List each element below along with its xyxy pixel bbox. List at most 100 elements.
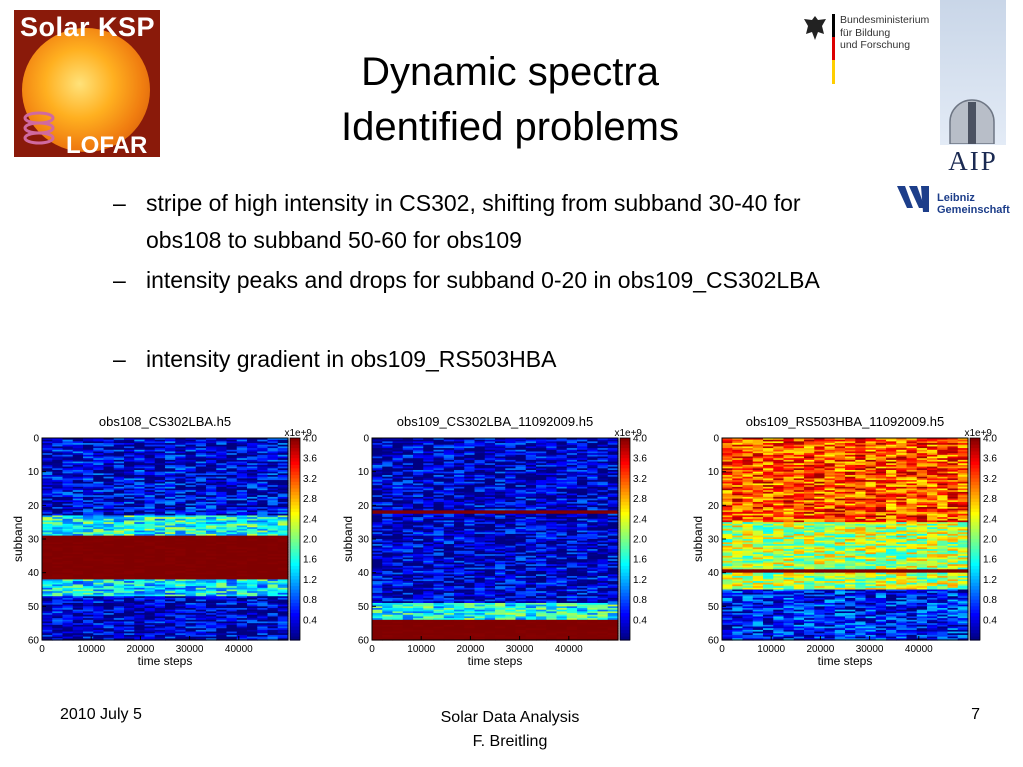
heatmap-cell <box>185 584 197 587</box>
heatmap-cell <box>607 438 619 441</box>
heatmap-cell <box>134 576 146 579</box>
heatmap-cell <box>195 483 207 486</box>
heatmap-cell <box>175 446 187 449</box>
heatmap-cell <box>103 493 115 496</box>
heatmap-cell <box>42 633 53 636</box>
heatmap-cell <box>134 523 146 527</box>
heatmap-cell <box>474 544 486 547</box>
heatmap-cell <box>144 604 156 607</box>
heatmap-cell <box>257 576 269 579</box>
heatmap-cell <box>443 554 455 557</box>
heatmap-cell <box>546 491 558 495</box>
heatmap-cell <box>93 451 105 454</box>
heatmap-cell <box>515 545 527 549</box>
heatmap-cell <box>257 496 269 500</box>
heatmap-cell <box>72 550 84 554</box>
heatmap-cell <box>62 510 74 513</box>
heatmap-cell <box>165 503 176 506</box>
heatmap-cell <box>72 549 84 552</box>
heatmap-cell <box>577 564 588 567</box>
heatmap-cell <box>113 592 125 596</box>
heatmap-cell <box>464 443 476 446</box>
heatmap-cell <box>236 599 248 602</box>
heatmap-cell <box>195 449 207 453</box>
heatmap-cell <box>185 456 197 459</box>
heatmap-cell <box>607 515 619 518</box>
colorbar-segment <box>290 613 300 618</box>
heatmap-cell <box>165 493 176 496</box>
heatmap-cell <box>154 597 166 601</box>
heatmap-cell <box>216 448 228 451</box>
heatmap-cell <box>165 471 176 474</box>
heatmap-cell <box>495 535 506 538</box>
heatmap-cell <box>206 522 217 525</box>
heatmap-cell <box>195 520 207 523</box>
heatmap-cell <box>577 466 588 469</box>
heatmap-cell <box>134 439 146 442</box>
heatmap-cell <box>566 459 578 463</box>
heatmap-cell <box>93 550 105 554</box>
heatmap-cell <box>587 505 599 508</box>
heatmap-cell <box>277 505 289 508</box>
heatmap-cell <box>113 530 125 533</box>
solar-ksp-logo-text: Solar KSP <box>20 12 156 42</box>
heatmap-cell <box>607 572 619 575</box>
heatmap-cell <box>525 539 537 542</box>
heatmap-cell <box>277 533 289 537</box>
heatmap-cell <box>566 461 578 464</box>
heatmap-cell <box>52 572 64 575</box>
heatmap-cell <box>226 631 238 634</box>
heatmap-cell <box>257 562 269 565</box>
heatmap-cell <box>113 518 125 522</box>
heatmap-cell <box>277 486 289 490</box>
heatmap-cell <box>464 570 476 574</box>
heatmap-cell <box>454 557 465 560</box>
heatmap-cell <box>52 616 64 619</box>
heatmap-cell <box>423 533 435 537</box>
heatmap-cell <box>216 481 228 485</box>
heatmap-cell <box>382 530 394 533</box>
heatmap-cell <box>495 503 506 506</box>
heatmap-cell <box>505 562 517 565</box>
heatmap-cell <box>536 446 547 449</box>
heatmap-cell <box>587 456 599 459</box>
heatmap-cell <box>216 606 228 609</box>
heatmap-cell <box>113 500 125 503</box>
heatmap-cell <box>195 554 207 557</box>
heatmap-cell <box>372 562 383 565</box>
heatmap-cell <box>267 468 279 471</box>
heatmap-cell <box>42 606 53 609</box>
heatmap-cell <box>175 633 187 636</box>
heatmap-cell <box>536 520 547 523</box>
heatmap-cell <box>124 533 135 537</box>
heatmap-cell <box>165 523 176 527</box>
heatmap-cell <box>93 498 105 501</box>
heatmap-cell <box>433 498 445 501</box>
heatmap-cell <box>267 628 279 631</box>
heatmap-cell <box>62 464 74 468</box>
heatmap-cell <box>195 604 207 607</box>
heatmap-cell <box>144 493 156 496</box>
heatmap-cell <box>144 638 156 641</box>
heatmap-cell <box>103 592 115 596</box>
heatmap-cell <box>247 576 258 579</box>
heatmap-cell <box>175 562 187 565</box>
heatmap-cell <box>267 586 279 589</box>
heatmap-cell <box>247 592 258 596</box>
heatmap-cell <box>372 456 383 459</box>
heatmap-cell <box>154 560 166 564</box>
heatmap-cell <box>423 567 435 570</box>
heatmap-cell <box>236 495 248 498</box>
heatmap-cell <box>124 555 135 559</box>
heatmap-cell <box>236 491 248 495</box>
heatmap-cell <box>93 579 105 582</box>
heatmap-cell <box>72 629 84 633</box>
heatmap-cell <box>267 559 279 562</box>
colorbar-segment <box>290 488 300 493</box>
heatmap-cell <box>113 438 125 441</box>
heatmap-cell <box>206 572 217 575</box>
heatmap-cell <box>577 535 588 538</box>
heatmap-cell <box>154 596 166 599</box>
heatmap-cell <box>216 525 228 528</box>
heatmap-cell <box>566 451 578 454</box>
